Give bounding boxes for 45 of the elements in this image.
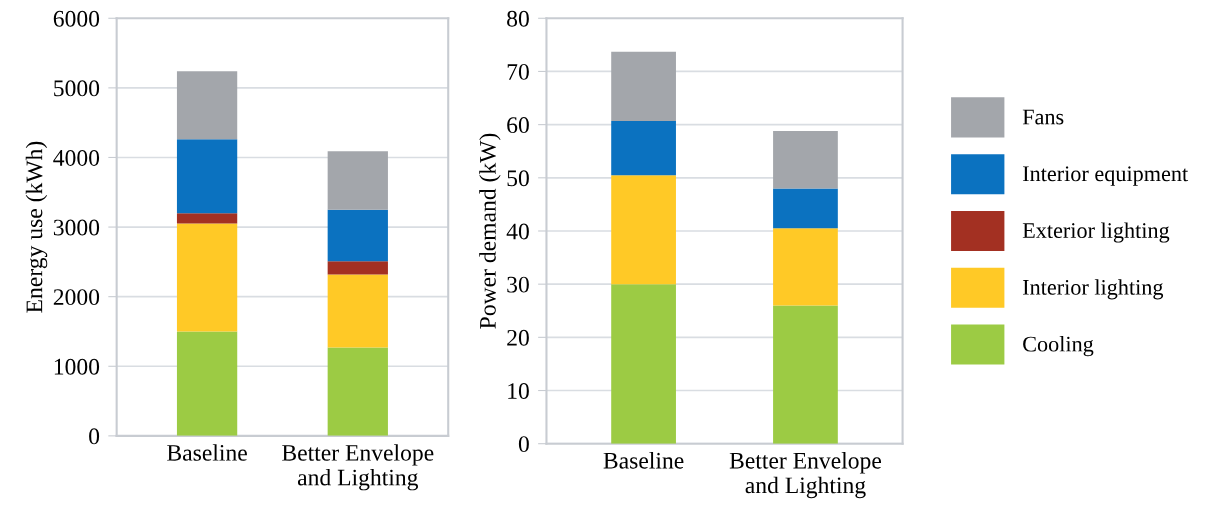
bar [773, 305, 838, 444]
y-tick-label: 0 [518, 436, 529, 453]
bar [611, 284, 676, 444]
y-tick-label: 40 [506, 223, 529, 240]
bar [327, 274, 388, 348]
bar [611, 120, 676, 176]
y-tick-label: 1000 [54, 358, 100, 375]
y-tick-label: 30 [507, 276, 529, 293]
bar [611, 51, 676, 121]
legend-label: Cooling [1023, 335, 1094, 357]
bar [176, 139, 238, 214]
bar [176, 331, 238, 436]
bar [773, 228, 838, 306]
y-tick-label: 0 [89, 428, 100, 445]
bar [327, 261, 388, 275]
y-tick-label: 5000 [54, 80, 100, 97]
x-tick-label: Better Envelope and Lighting [729, 452, 882, 499]
legend-label: Interior equipment [1022, 166, 1189, 186]
y-tick-label: 6000 [53, 10, 100, 27]
x-tick-label: Better Envelope and Lighting [282, 444, 434, 491]
bar [773, 131, 838, 189]
bar [327, 209, 388, 262]
bar [327, 151, 388, 210]
y-tick-label: 4000 [53, 149, 100, 166]
bar [611, 175, 676, 285]
bar [327, 347, 388, 436]
x-tick-label: Baseline [167, 444, 247, 461]
y-tick-label: 3000 [53, 219, 100, 236]
y-tick-label: 60 [507, 117, 529, 134]
bar [176, 213, 238, 224]
legend-label: Exterior lighting [1022, 222, 1170, 243]
legend-label: Interior lighting [1022, 279, 1164, 300]
y-tick-label: 20 [507, 329, 529, 346]
y-tick-label: 80 [507, 10, 529, 27]
y-tick-label: 10 [508, 383, 529, 399]
y-tick-label: 70 [507, 63, 529, 80]
y-tick-label: 50 [507, 170, 529, 187]
x-tick-label: Baseline [603, 452, 684, 469]
legend-label: Fans [1022, 109, 1064, 125]
bar [176, 223, 238, 332]
bar [176, 71, 238, 140]
bar [773, 188, 838, 229]
y-axis-title: Power demand (kW) [479, 133, 501, 329]
y-axis-title: Energy use (kWh) [25, 141, 48, 313]
y-tick-label: 2000 [53, 289, 100, 306]
